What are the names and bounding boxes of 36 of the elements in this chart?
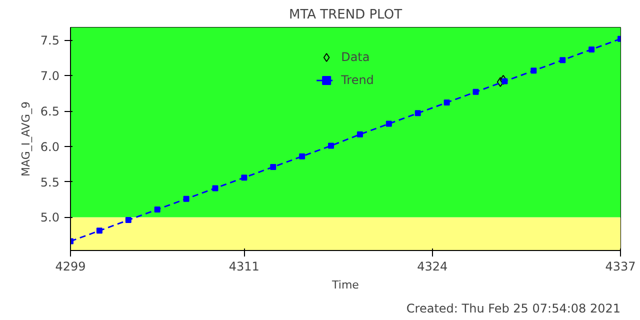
x-axis-title: Time (331, 278, 360, 292)
point (386, 120, 392, 127)
y-axis-title: MAG_I_AVG_9 (19, 102, 32, 176)
point (183, 196, 190, 202)
point (472, 88, 479, 95)
point (530, 68, 537, 74)
point (270, 164, 276, 170)
y-tick-label: 7.0 (40, 69, 60, 84)
point (500, 74, 507, 85)
legend-label: Data (341, 50, 370, 64)
legend-label: Trend (341, 73, 374, 87)
y-tick-label: 6.5 (40, 104, 60, 119)
x-tick-label: 4311 (228, 260, 260, 274)
x-tick-label: 4324 (417, 260, 448, 274)
x-tick-label: 4299 (55, 260, 86, 274)
point (496, 77, 504, 88)
y-tick-label: 5.0 (40, 210, 60, 225)
point (502, 78, 508, 84)
y-tick-label: 7.5 (40, 34, 60, 48)
point (414, 110, 421, 116)
point (356, 131, 363, 138)
x-tick-label: 4337 (605, 260, 636, 274)
point (444, 100, 450, 106)
point (560, 57, 566, 64)
point (328, 142, 334, 149)
y-tick-label: 6.0 (40, 140, 60, 154)
text: Created: Thu Feb 25 07:54:08 2021 (406, 302, 621, 316)
y-tick-label: 5.5 (40, 175, 60, 190)
point (125, 217, 132, 224)
point (299, 153, 306, 160)
point (96, 228, 102, 234)
point (212, 185, 218, 192)
point (588, 46, 595, 52)
chart-title: MTA TREND PLOT (288, 8, 402, 22)
point (241, 174, 248, 181)
point (154, 206, 160, 212)
